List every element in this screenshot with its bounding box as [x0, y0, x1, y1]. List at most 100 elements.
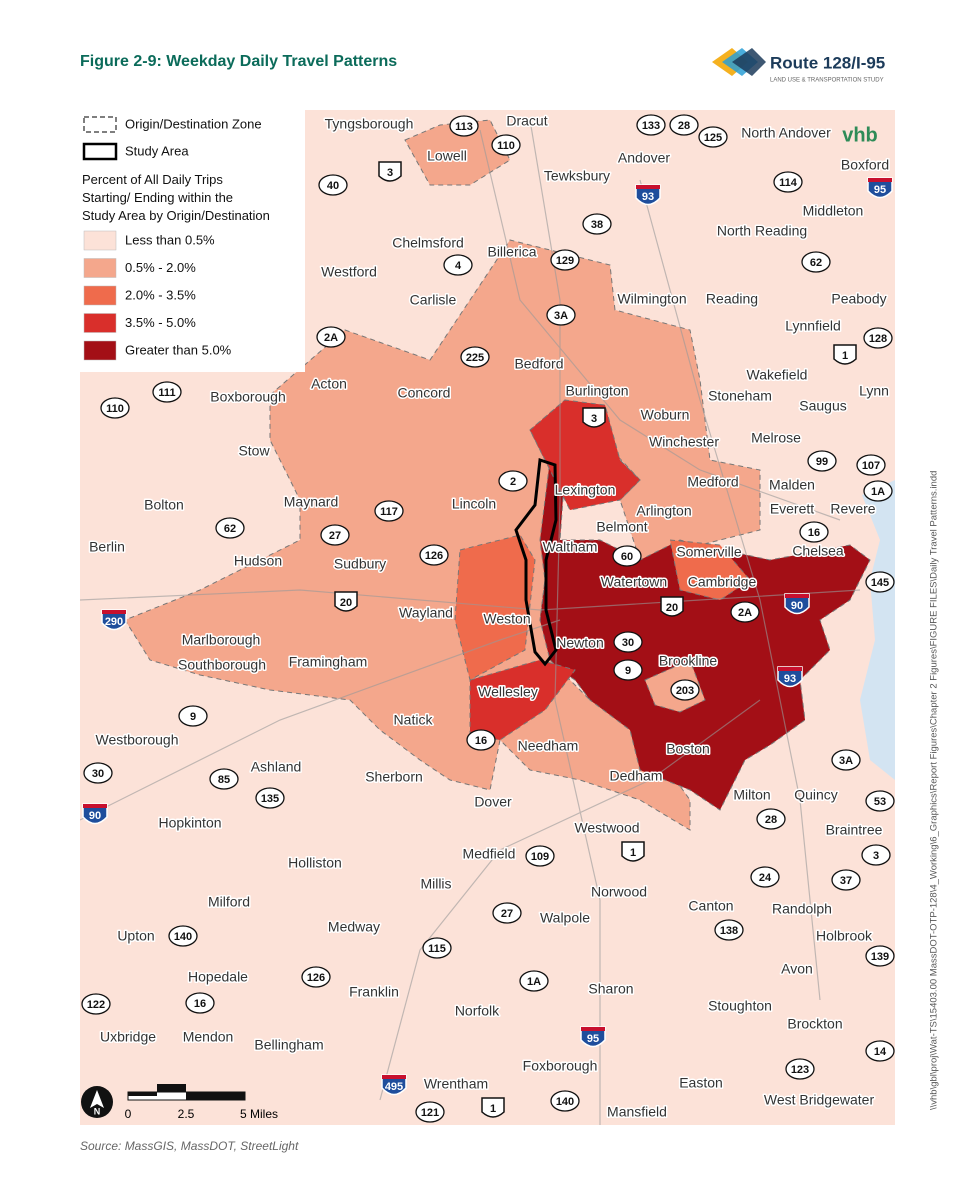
zone: [539, 459, 871, 811]
state-shield: [613, 631, 643, 653]
town-label: Peabody: [831, 291, 886, 307]
state-shield: [320, 524, 350, 546]
town-label: Mansfield: [607, 1104, 667, 1120]
legend-label: 3.5% - 5.0%: [125, 315, 196, 330]
interstate-band: [778, 667, 802, 671]
state-shield: [215, 517, 245, 539]
state-shield: [100, 397, 130, 419]
state-shield: [698, 126, 728, 148]
study-area: [514, 457, 558, 667]
town-label: Berlin: [89, 539, 125, 555]
route-label: 1: [842, 350, 848, 362]
scale-segment: [186, 1092, 245, 1100]
legend-box: [80, 110, 305, 372]
town-label: Concord: [398, 385, 451, 401]
town-label: Boxborough: [210, 389, 286, 405]
state-shield: [466, 729, 496, 751]
town-label: Andover: [618, 150, 670, 166]
route-label: 85: [218, 774, 230, 786]
route-label: 20: [340, 597, 352, 609]
route-label: 125: [704, 132, 722, 144]
legend: Origin/Destination Zone Study Area Perce…: [80, 110, 305, 372]
town-label: Westwood: [574, 820, 639, 836]
state-shield: [318, 174, 348, 196]
route-label: 2A: [738, 607, 752, 619]
town-label: Medford: [687, 474, 738, 490]
state-shield: [863, 480, 893, 502]
legend-label: 2.0% - 3.5%: [125, 287, 196, 302]
town-label: Brockton: [787, 1016, 842, 1032]
state-shield: [613, 659, 643, 681]
state-shield: [730, 601, 760, 623]
town-label: Bedford: [514, 356, 563, 372]
legend-swatch: [83, 230, 117, 251]
file-path: \\vhb\gbl\proj\Wat-TS\15403.00 MassDOT-O…: [929, 471, 940, 1110]
legend-heading: Percent of All Daily Trips Starting/ Endi…: [82, 172, 270, 223]
route-label: 117: [380, 506, 398, 518]
town-label: Lowell: [427, 148, 467, 164]
interstate-band: [581, 1027, 605, 1031]
us-shield: [582, 407, 606, 428]
town-label: Sudbury: [334, 556, 386, 572]
figure-title: Figure 2-9: Weekday Daily Travel Pattern…: [80, 53, 397, 70]
route-label: 114: [779, 177, 798, 189]
town-label: Lincoln: [452, 496, 496, 512]
state-shield: [415, 1101, 445, 1123]
state-shield: [801, 251, 831, 273]
town-label: West Bridgewater: [764, 1092, 875, 1108]
scale-bar: 0 2.5 5 Miles: [81, 1084, 278, 1121]
town-label: Revere: [830, 501, 875, 517]
interstate-shield: [784, 593, 810, 615]
route-label: 1: [630, 847, 636, 859]
state-shield: [316, 326, 346, 348]
state-shield: [636, 114, 666, 136]
town-label: North Reading: [717, 223, 807, 239]
town-label: Quincy: [794, 787, 838, 803]
route-label: 95: [874, 184, 886, 196]
route-label: 203: [676, 685, 694, 697]
route-label: 109: [531, 851, 549, 863]
route-label: 133: [642, 120, 660, 132]
interstate-shield: [101, 609, 127, 631]
town-label: Uxbridge: [100, 1029, 156, 1045]
town-label: Belmont: [596, 519, 647, 535]
state-shield: [865, 1040, 895, 1062]
town-label: Hopkinton: [158, 815, 221, 831]
town-label: Mendon: [183, 1029, 234, 1045]
route-label: 30: [92, 768, 104, 780]
route-label: 290: [105, 616, 123, 628]
interstate-band: [83, 804, 107, 808]
state-shield: [865, 571, 895, 593]
interstate-shield: [635, 184, 661, 206]
route-label: 122: [87, 999, 105, 1011]
route-label: 28: [678, 120, 690, 132]
route-label: 129: [556, 255, 574, 267]
route-label: 90: [89, 810, 101, 822]
state-shield: [714, 919, 744, 941]
town-label: Braintree: [826, 822, 883, 838]
state-shield: [178, 705, 208, 727]
labels: Tyngsborough Dracut Lowell Andover North And…: [81, 111, 895, 1123]
interstate-shield: [777, 666, 803, 688]
town-label: Hopedale: [188, 969, 248, 985]
town-label: Chelmsford: [392, 235, 464, 251]
route-label: 140: [174, 931, 192, 943]
firm-logo: vhb: [842, 124, 878, 146]
town-label: Tyngsborough: [325, 116, 414, 132]
us-shield: [833, 344, 857, 365]
town-label: Maynard: [284, 494, 338, 510]
state-shield: [773, 171, 803, 193]
road: [379, 699, 761, 1101]
route-label: 126: [307, 972, 325, 984]
state-shield: [419, 544, 449, 566]
route-label: 60: [621, 551, 633, 563]
interstate-band: [382, 1075, 406, 1079]
state-shield: [83, 762, 113, 784]
route-label: 3A: [839, 755, 853, 767]
zone-swatch: [83, 116, 117, 133]
town-label: Milton: [733, 787, 770, 803]
town-label: Stow: [238, 443, 270, 459]
route-label: 62: [810, 257, 822, 269]
town-label: Billerica: [487, 244, 536, 260]
state-shield: [831, 749, 861, 771]
